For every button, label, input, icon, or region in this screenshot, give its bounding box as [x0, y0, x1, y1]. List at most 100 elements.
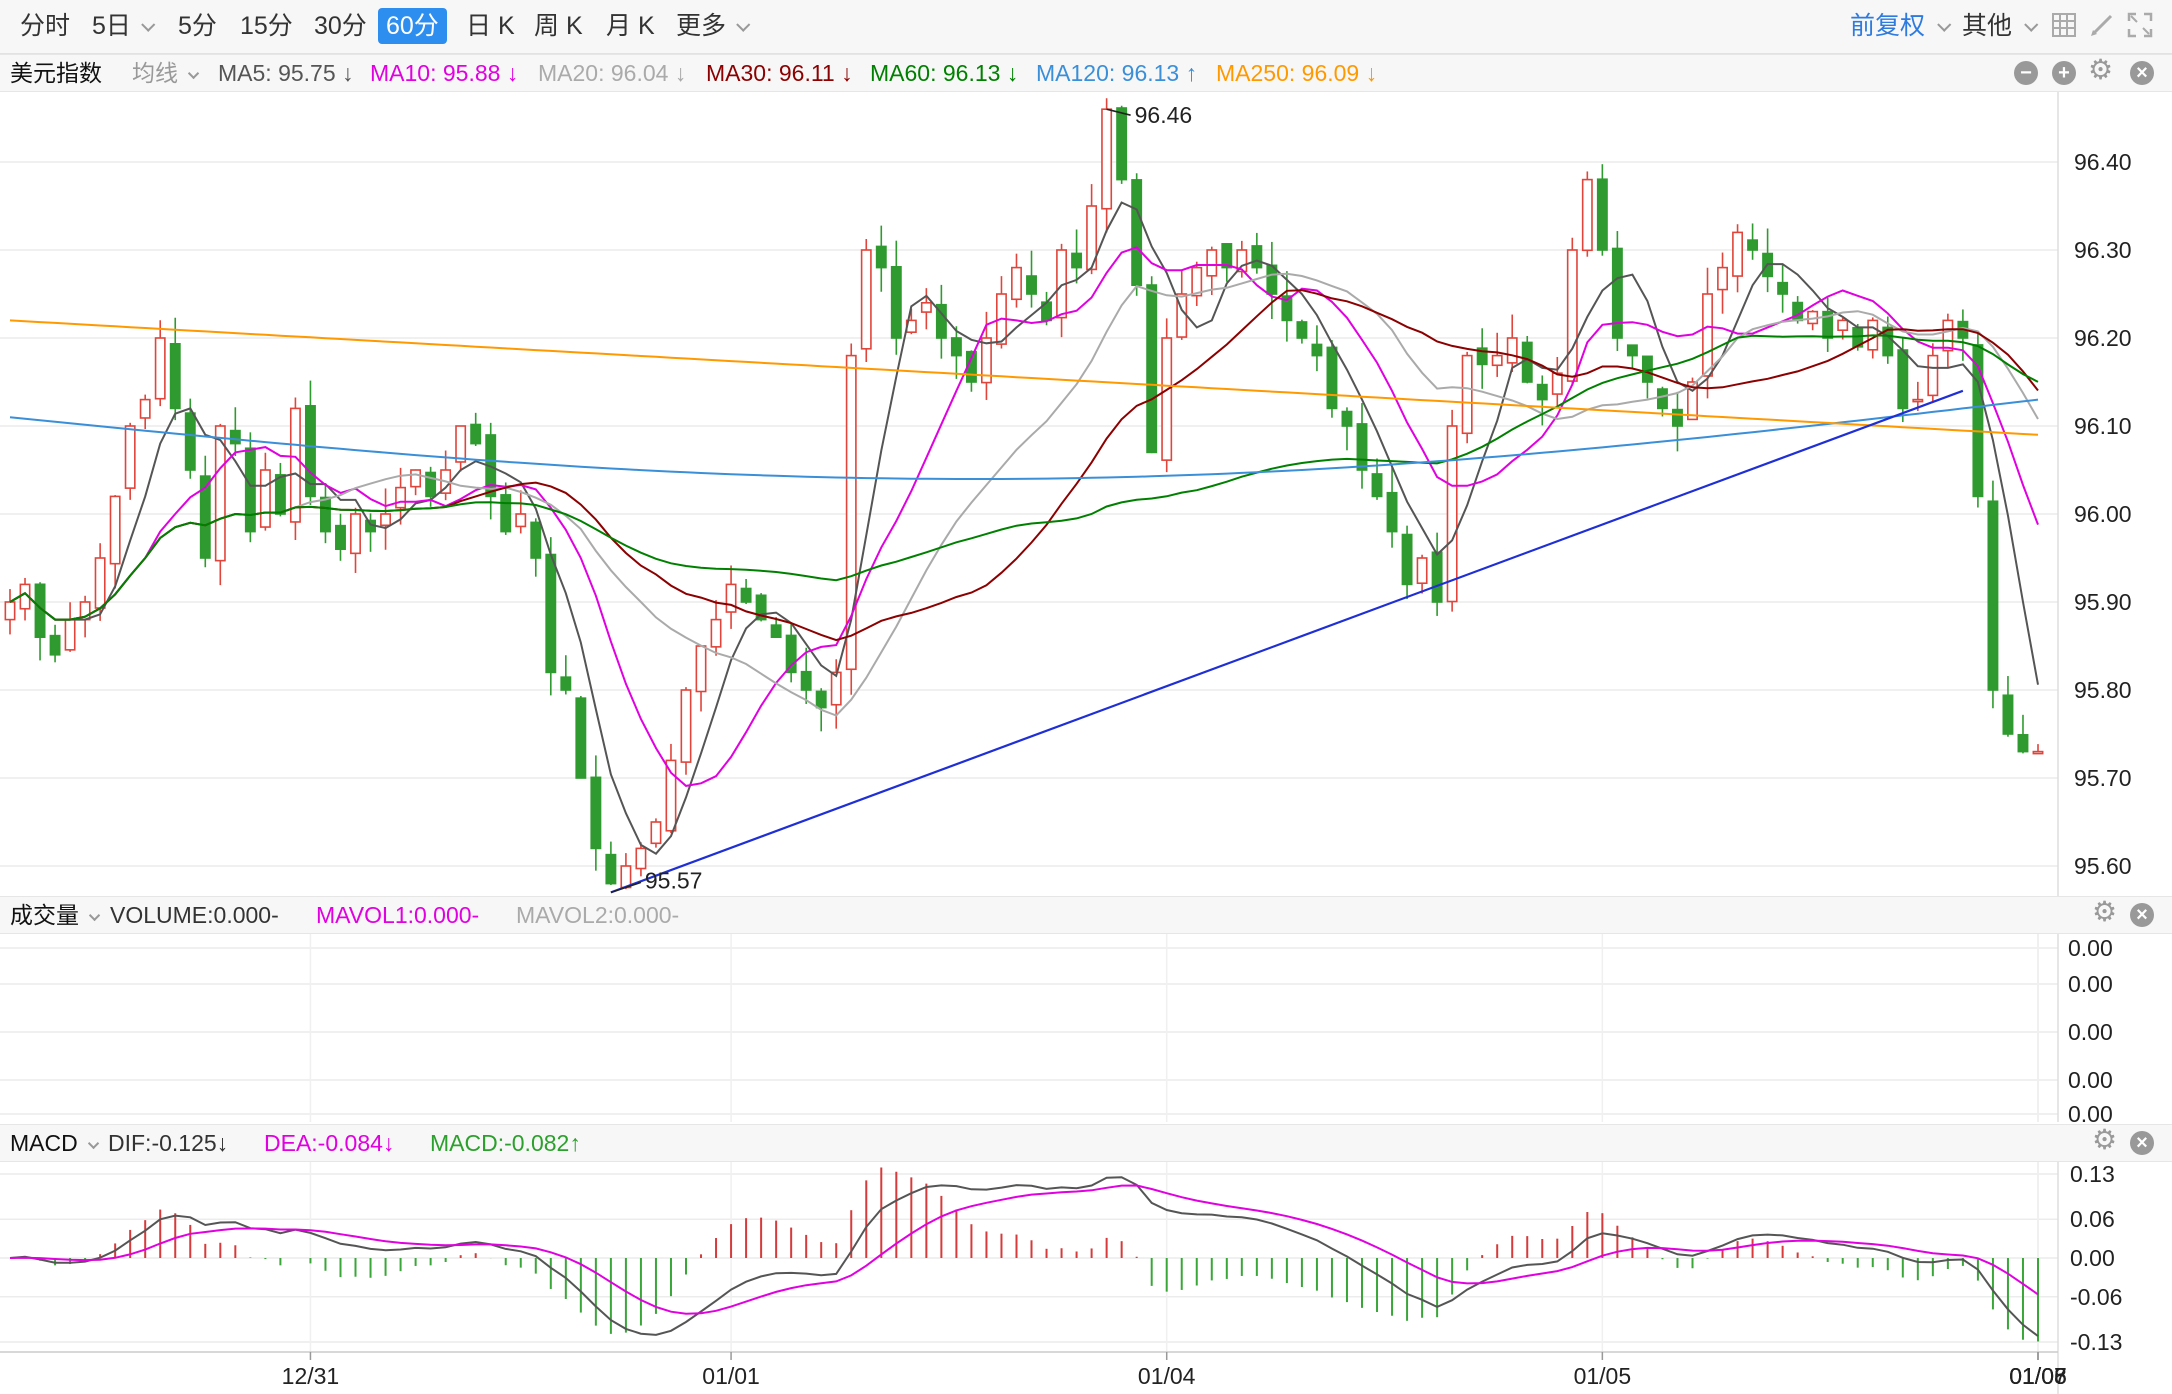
candle-body — [1371, 473, 1383, 498]
volume-name: 成交量 — [10, 902, 79, 928]
candle-body — [470, 423, 482, 445]
period-tab-0[interactable]: 分时 — [12, 8, 78, 44]
close-icon[interactable]: × — [2130, 61, 2154, 85]
adjust-label: 前复权 — [1850, 12, 1926, 40]
period-tab-4[interactable]: 30分 — [306, 8, 375, 44]
candle-body — [380, 513, 392, 527]
price-tick-label: 95.70 — [2074, 765, 2132, 791]
candle-body — [1146, 284, 1158, 454]
macd-legend-bar: MACD DIF:-0.125↓ DEA:-0.084↓ MACD:-0.082↑ … — [0, 1124, 2172, 1162]
pen-icon[interactable] — [2088, 12, 2116, 40]
macd-dropdown[interactable]: MACD — [10, 1125, 99, 1161]
add-icon[interactable]: + — [2052, 61, 2076, 85]
other-label: 其他 — [1962, 12, 2013, 40]
period-tab-8[interactable]: 月 K — [598, 8, 663, 44]
candle-body — [1566, 249, 1578, 382]
period-tab-label: 30分 — [314, 12, 367, 40]
candle-body — [1672, 408, 1683, 427]
candle-body — [1987, 500, 1999, 691]
chevron-down-icon — [141, 17, 156, 32]
chevron-down-icon — [736, 17, 751, 32]
gear-icon[interactable]: ⚙ — [2092, 896, 2118, 927]
price-chart[interactable]: 96.40 96.30 96.20 96.10 96.00 95.90 95.80 95.70… — [0, 92, 2172, 896]
line-type-dropdown[interactable]: 均线 — [132, 55, 200, 91]
gear-icon[interactable]: ⚙ — [2088, 54, 2114, 85]
candle-body — [545, 553, 557, 674]
collapse-icon[interactable]: − — [2014, 61, 2038, 85]
candle-body — [1086, 205, 1098, 271]
legend-item-1: MAVOL1:0.000- — [316, 902, 480, 928]
period-tab-1[interactable]: 5日 — [84, 8, 157, 44]
candle-body — [1281, 295, 1293, 322]
price-tick-label: 95.60 — [2074, 853, 2132, 879]
dea-line — [9, 1184, 2039, 1315]
close-icon[interactable]: × — [2130, 1131, 2154, 1155]
candle-body — [650, 821, 662, 845]
candle-body — [1822, 310, 1834, 339]
candle-body — [64, 618, 76, 651]
period-tab-2[interactable]: 5分 — [170, 8, 225, 44]
period-tab-6[interactable]: 日 K — [458, 8, 523, 44]
candle-body — [1611, 247, 1623, 339]
chevron-down-icon — [187, 67, 200, 80]
ma250-line — [9, 319, 2039, 436]
high-pointer — [1106, 108, 1131, 116]
candle-body — [1732, 231, 1744, 277]
candle-body — [335, 524, 346, 550]
macd-chart: 0.13 0.06 0.00 -0.06 -0.13 12/31 01/01 01/04 01/… — [0, 1162, 2122, 1394]
chevron-down-icon — [88, 909, 101, 922]
candle-body — [109, 495, 121, 565]
candle-body — [1656, 388, 1668, 410]
candle-body — [1912, 398, 1924, 403]
price-tick-label: 96.40 — [2074, 149, 2132, 175]
candle-body — [1326, 346, 1338, 410]
candle-body — [274, 474, 286, 515]
other-dropdown[interactable]: 其他 — [1962, 8, 2039, 44]
candle-body — [1491, 354, 1503, 367]
candle-body — [1521, 341, 1533, 383]
period-tab-5[interactable]: 60分 — [378, 8, 447, 44]
period-tab-7[interactable]: 周 K — [526, 8, 591, 44]
adjust-dropdown[interactable]: 前复权 — [1850, 8, 1952, 44]
close-icon[interactable]: × — [2130, 903, 2154, 927]
date-tick-label: 12/31 — [282, 1363, 340, 1389]
candle-body — [725, 583, 737, 613]
volume-tick-label: 0.00 — [2068, 1067, 2113, 1093]
candle-body — [1116, 107, 1128, 181]
candle-body — [1296, 321, 1308, 339]
candle-body — [680, 689, 692, 763]
candle-body — [500, 494, 512, 533]
period-tab-label: 更多 — [676, 12, 727, 40]
fullscreen-icon[interactable] — [2126, 12, 2154, 40]
volume-dropdown[interactable]: 成交量 — [10, 897, 101, 933]
period-tab-9[interactable]: 更多 — [668, 8, 752, 44]
candle-body — [815, 690, 827, 709]
grid-icon[interactable] — [2050, 12, 2078, 40]
candle-body — [1702, 293, 1713, 377]
gear-icon[interactable]: ⚙ — [2092, 1124, 2118, 1155]
candle-body — [1131, 179, 1143, 287]
date-tick-label: 01/04 — [1138, 1363, 1196, 1389]
macd-tick-label: 0.00 — [2070, 1245, 2115, 1271]
main-legend-bar: 美元指数 均线 MA5: 95.75 ↓ MA10: 95.88 ↓ MA20: 9… — [0, 54, 2172, 92]
period-toolbar: 分时 5日 5分 15分 30分 60分日 K 周 K 月 K 更多 前复权 其他 — [0, 0, 2172, 54]
legend-item-0: MA5: 95.75 ↓ — [218, 60, 354, 86]
candle-body — [785, 634, 797, 674]
volume-tick-label: 0.00 — [2068, 971, 2113, 997]
volume-legend-bar: 成交量 VOLUME:0.000- MAVOL1:0.000- MAVOL2:0.0… — [0, 896, 2172, 934]
candle-body — [1446, 425, 1458, 603]
candle-body — [740, 587, 752, 603]
trend-line[interactable] — [610, 389, 1964, 894]
candle-body — [1942, 319, 1954, 352]
candle-body — [350, 513, 361, 555]
candle-body — [169, 343, 181, 410]
candle-body — [1461, 354, 1473, 435]
candle-body — [184, 412, 196, 471]
candle-body — [410, 469, 422, 488]
period-tab-3[interactable]: 15分 — [232, 8, 301, 44]
candle-body — [1506, 337, 1518, 364]
macd-tick-label: -0.06 — [2070, 1284, 2122, 1310]
date-tick-label: 01/08 — [2009, 1363, 2067, 1389]
legend-item-6: MA250: 96.09 ↓ — [1216, 60, 1378, 86]
legend-item-3: MA30: 96.11 ↓ — [706, 60, 853, 86]
